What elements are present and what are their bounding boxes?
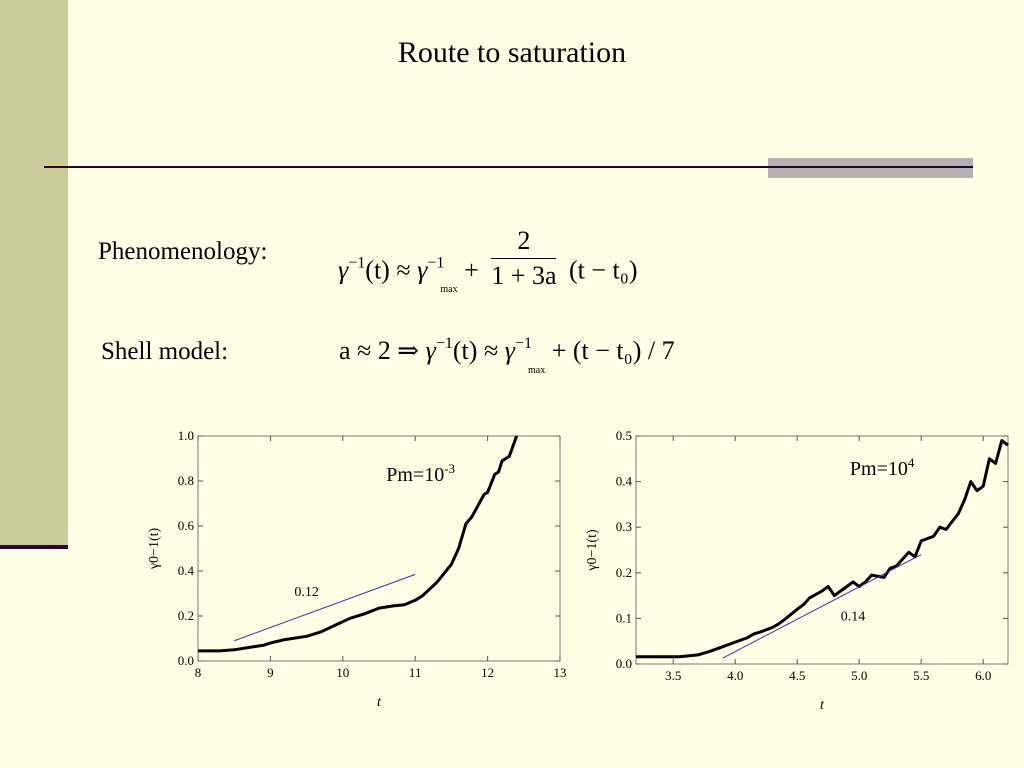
data-series-line [198, 435, 519, 653]
eq2-inv-max: −1 [514, 335, 532, 352]
phenomenology-equation: γ−1(t) ≈ γ−1max + 2 1 + 3a (t − t₀) [338, 226, 638, 307]
eq1-inv: −1 [348, 254, 366, 272]
eq2-tail: + (t − t₀) / 7 [551, 336, 675, 365]
eq2-max-sub: max [528, 365, 546, 376]
pm-exponent: -3 [444, 461, 455, 476]
eq1-t-arg: (t) [365, 255, 390, 285]
slide-title: Route to saturation [397, 36, 627, 69]
chart-pm-1e-3: 8 9 10 11 12 13 0.0 0.2 0.4 0.6 0.8 1.0 t γ0−1(t) 0.12… [147, 428, 567, 710]
eq2-gamma: γ [425, 336, 436, 365]
y-tick-label: 0.4 [178, 563, 195, 578]
y-tick-label: 0.6 [178, 518, 195, 533]
eq2-approx: ≈ [483, 336, 499, 365]
title-rule-block [768, 158, 973, 178]
pm-annotation: Pm=10-3 [386, 461, 455, 486]
eq1-gamma-max: γ [417, 255, 428, 285]
eq2-inv: −1 [435, 335, 453, 352]
x-axis-label: t [377, 695, 382, 710]
eq1-denominator: 1 + 3a [491, 261, 557, 290]
fit-line [234, 573, 416, 642]
x-tick-label: 9 [267, 665, 274, 680]
x-tick-label: 3.5 [665, 668, 681, 683]
x-tick-label: 6.0 [975, 668, 991, 683]
x-tick-label: 5.5 [913, 668, 929, 683]
sidebar-underline [0, 545, 68, 549]
y-tick-label: 0.0 [616, 656, 632, 671]
x-tick-label: 4.0 [727, 668, 743, 683]
x-tick-label: 8 [195, 665, 202, 680]
eq2-lhs: a ≈ 2 ⇒ [339, 336, 420, 365]
plot-frame [635, 435, 1009, 665]
x-tick-label: 12 [481, 665, 494, 680]
pm-annotation: Pm=104 [850, 455, 915, 480]
x-tick-label: 13 [554, 665, 567, 680]
y-tick-label: 0.2 [178, 608, 194, 623]
chart-pm-1e4: 3.5 4.0 4.5 5.0 5.5 6.0 0.0 0.1 0.2 0.3 0.4 0.5 t γ0−… [585, 428, 1009, 713]
fit-slope-label: 0.12 [294, 585, 319, 600]
eq1-inv-max: −1 [427, 254, 445, 272]
y-tick-label: 0.5 [616, 428, 632, 443]
eq1-plus: + [464, 255, 479, 285]
y-tick-label: 0.1 [616, 610, 632, 625]
data-series-line [636, 439, 1009, 659]
x-tick-label: 10 [336, 665, 349, 680]
eq1-tail: (t − t₀) [568, 255, 638, 285]
fit-line [722, 554, 922, 659]
plot-frame [197, 435, 561, 662]
y-tick-label: 1.0 [178, 428, 194, 443]
fit-slope-label: 0.14 [841, 610, 866, 625]
y-tick-label: 0.3 [616, 519, 632, 534]
phenomenology-label: Phenomenology: [98, 238, 268, 265]
shell-model-equation: a ≈ 2 ⇒ γ−1(t) ≈ γ−1max + (t − t₀) / 7 [339, 335, 675, 376]
y-axis-label: γ0−1(t) [147, 528, 162, 571]
x-tick-label: 4.5 [789, 668, 805, 683]
eq2-t-arg: (t) [452, 336, 478, 365]
x-tick-label: 11 [409, 665, 422, 680]
y-tick-label: 0.0 [178, 653, 194, 668]
pm-exponent: 4 [908, 455, 915, 470]
x-tick-label: 5.0 [851, 668, 867, 683]
eq1-max-sub: max [440, 284, 458, 296]
eq2-gamma-max: γ [504, 336, 515, 365]
y-tick-label: 0.8 [178, 473, 194, 488]
eq1-numerator: 2 [491, 224, 557, 259]
title-rule-block-line [768, 166, 973, 168]
sidebar-decor [0, 0, 68, 546]
eq1-gamma: γ [338, 255, 349, 285]
eq1-approx: ≈ [396, 255, 411, 285]
title-rule [44, 166, 769, 168]
eq1-fraction: 2 1 + 3a [491, 224, 557, 293]
y-tick-label: 0.4 [616, 474, 633, 489]
y-axis-label: γ0−1(t) [585, 529, 600, 572]
y-tick-label: 0.2 [616, 565, 632, 580]
shell-model-label: Shell model: [101, 338, 229, 365]
x-axis-label: t [820, 698, 825, 713]
